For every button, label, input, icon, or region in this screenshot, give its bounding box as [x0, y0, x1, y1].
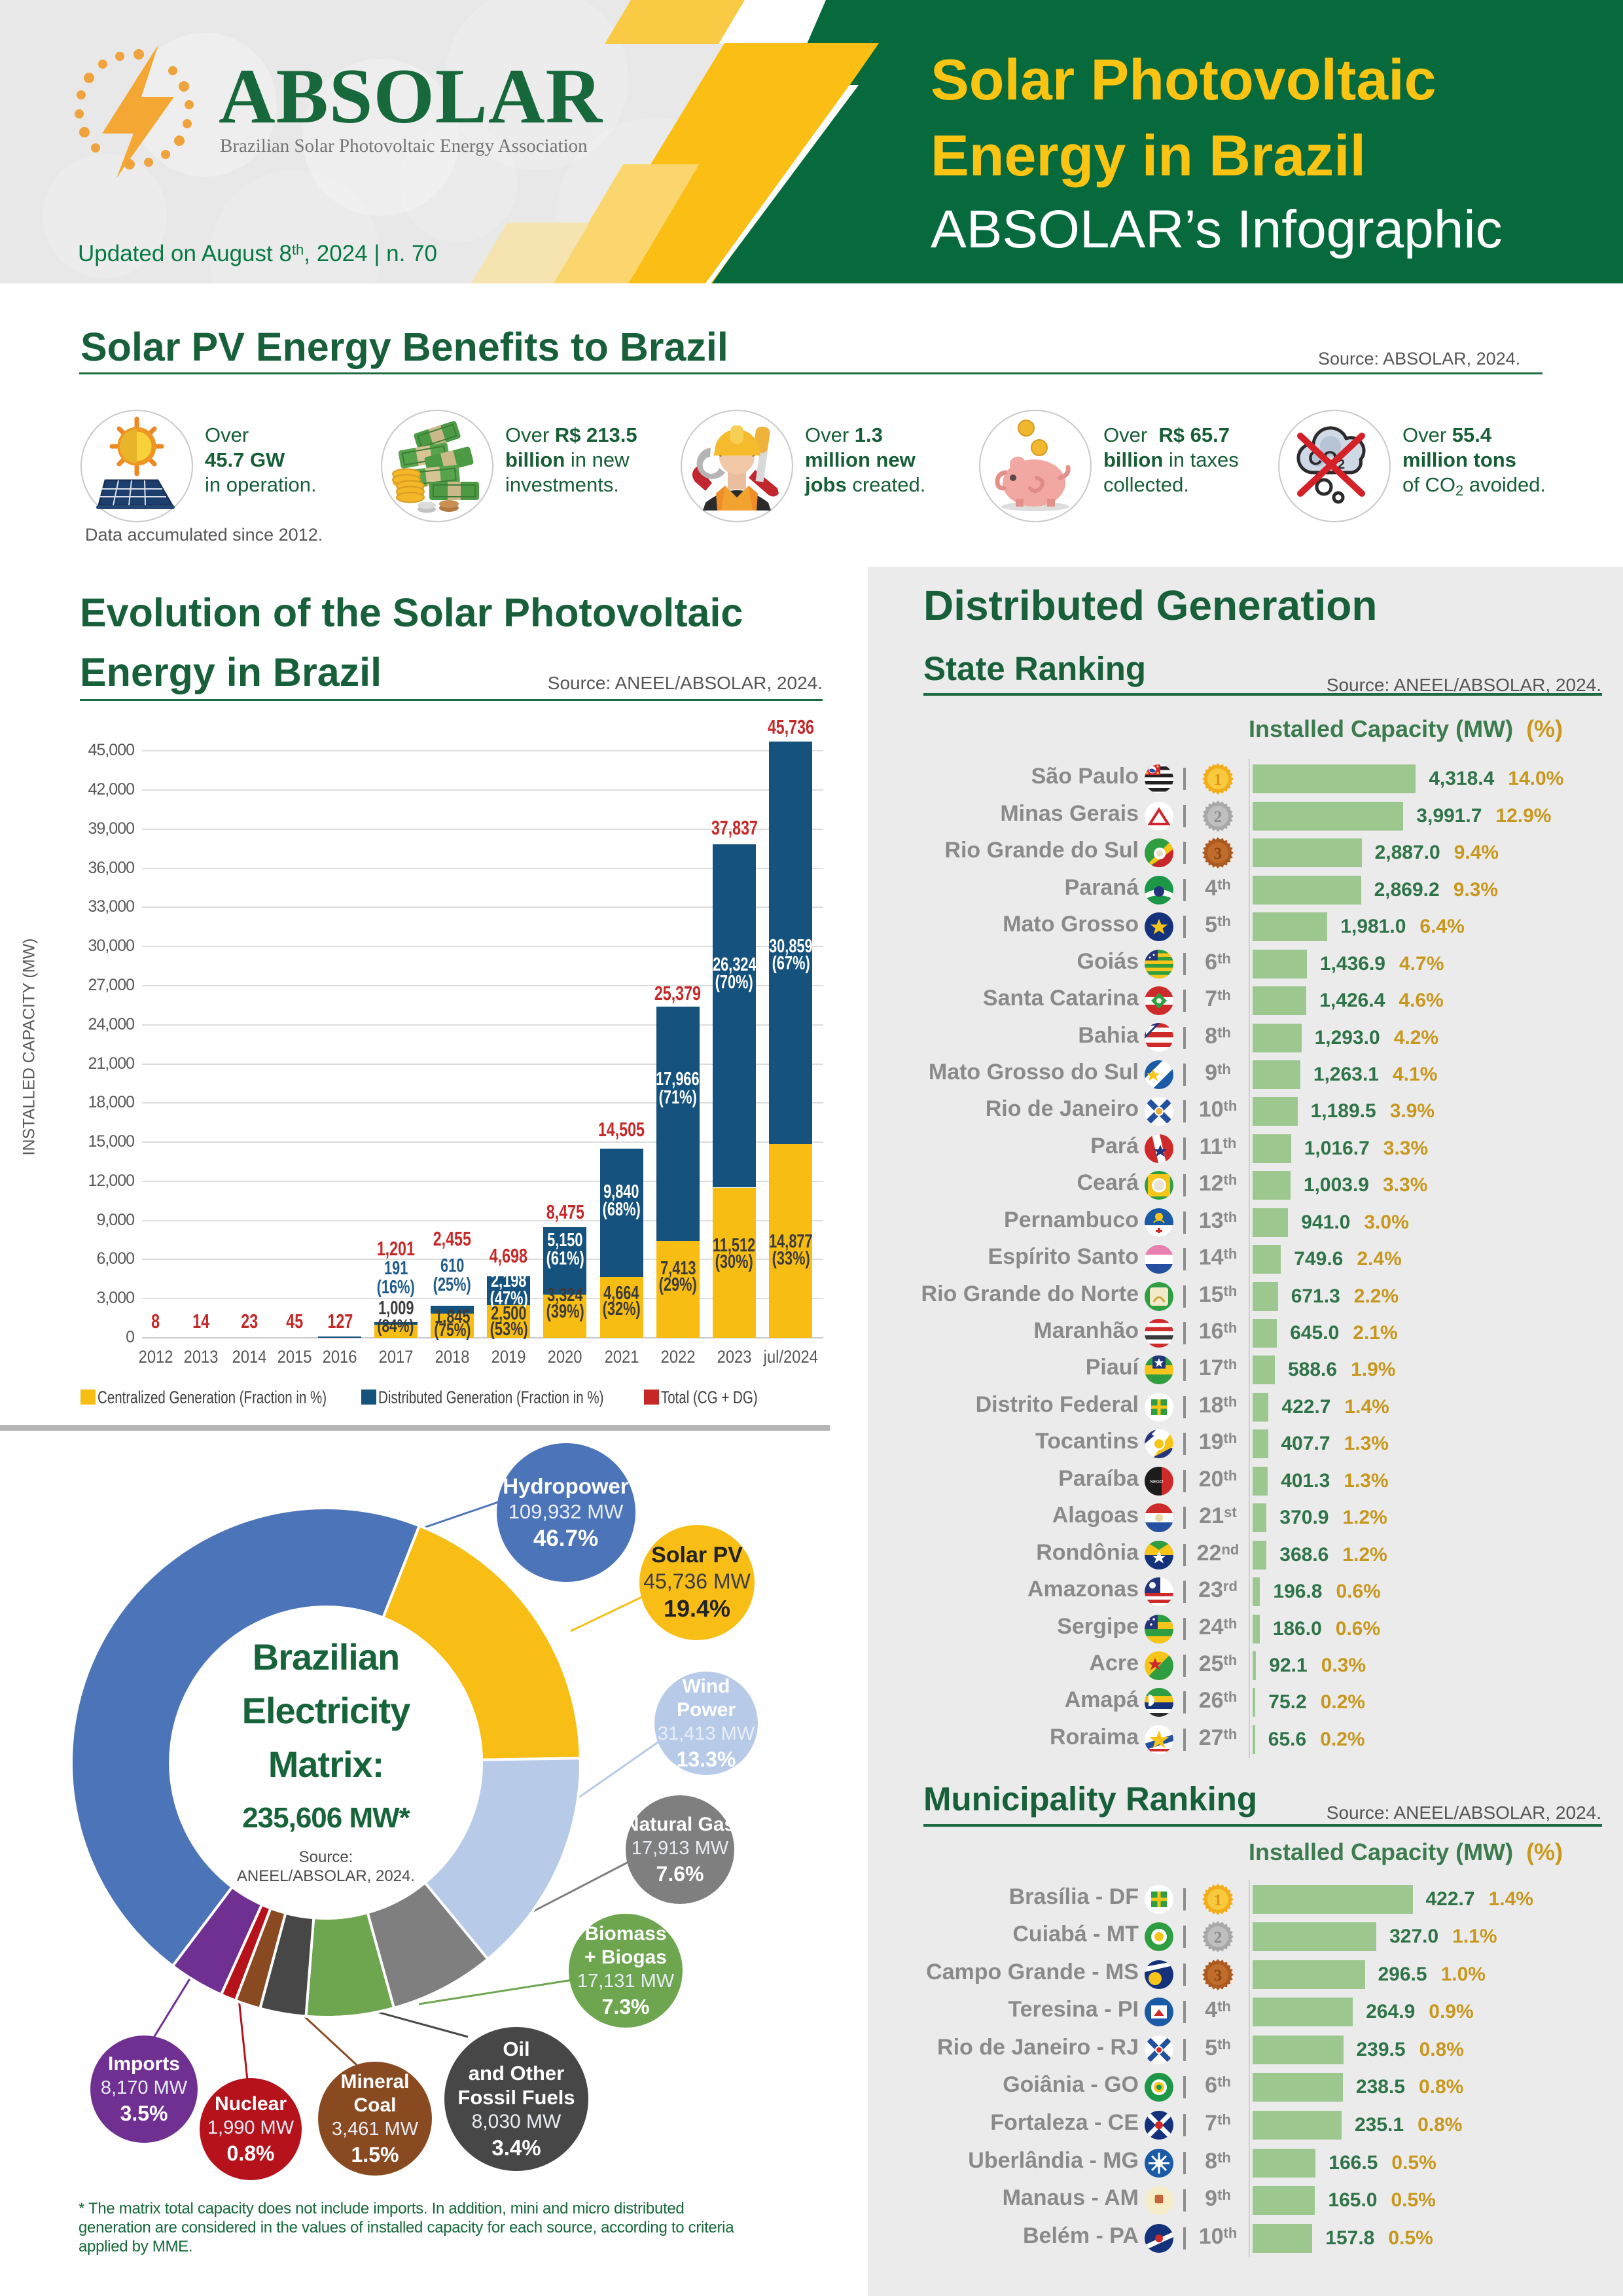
- svg-text:2: 2: [1214, 1929, 1222, 1946]
- svg-text:1: 1: [1214, 771, 1222, 789]
- svg-text:NEGO: NEGO: [1150, 1480, 1164, 1484]
- svg-text:2: 2: [1214, 808, 1222, 826]
- svg-text:3: 3: [1214, 1967, 1222, 1984]
- svg-text:3: 3: [1214, 845, 1222, 863]
- svg-text:1: 1: [1214, 1892, 1222, 1909]
